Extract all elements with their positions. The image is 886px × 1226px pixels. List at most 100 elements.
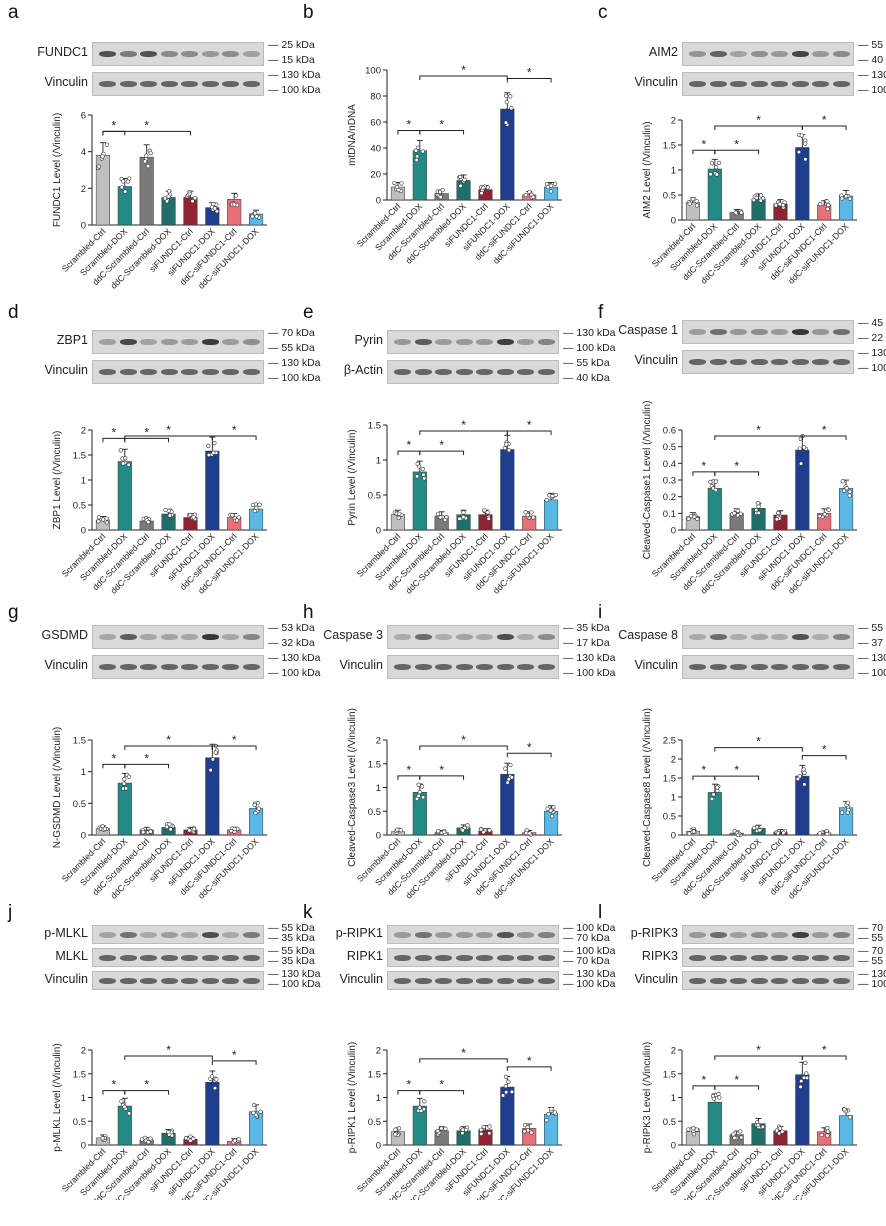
blot-band xyxy=(160,81,178,87)
data-point xyxy=(208,768,213,773)
data-point xyxy=(417,790,422,795)
data-point xyxy=(443,517,448,522)
significance-star: * xyxy=(527,418,532,432)
blot-image xyxy=(92,655,264,679)
data-point xyxy=(121,179,126,184)
y-tick-label: 4 xyxy=(81,147,86,158)
y-tick-label: 0 xyxy=(81,831,86,842)
significance-star: * xyxy=(232,1048,237,1062)
data-point xyxy=(825,199,830,204)
y-axis-label: AIM2 Level (/Vinculin) xyxy=(642,121,653,218)
data-point xyxy=(804,1075,810,1081)
blot-band xyxy=(119,664,137,670)
blot-band xyxy=(160,977,178,984)
data-point xyxy=(101,517,106,522)
data-point xyxy=(478,827,484,832)
data-point xyxy=(544,1118,549,1123)
data-point xyxy=(825,1125,830,1131)
data-point xyxy=(420,149,425,154)
y-tick-label: 80 xyxy=(370,92,381,103)
kda-marker: — 130 kDa xyxy=(563,968,616,980)
significance-star: * xyxy=(439,763,444,777)
data-point xyxy=(436,829,441,834)
blot-band xyxy=(812,81,829,87)
kda-marker: — 100 kDa xyxy=(563,922,616,934)
data-point xyxy=(212,1086,218,1091)
data-point xyxy=(523,510,528,515)
significance-bracket xyxy=(801,125,847,130)
blot-band xyxy=(812,954,829,961)
data-point xyxy=(691,1131,696,1137)
blot-image xyxy=(387,360,559,384)
y-tick-label: 2 xyxy=(81,1046,86,1057)
blot-image xyxy=(92,948,264,967)
data-point xyxy=(414,474,420,479)
blot-label: p-RIPK3 xyxy=(630,925,678,940)
data-point xyxy=(713,487,718,493)
data-point xyxy=(413,148,418,153)
blot-band xyxy=(537,977,555,984)
data-point xyxy=(213,750,218,755)
blot-band xyxy=(791,954,809,961)
y-tick-label: 1 xyxy=(81,476,86,487)
data-point xyxy=(104,142,110,147)
data-point xyxy=(211,201,216,207)
data-point xyxy=(148,1136,153,1141)
blot-band xyxy=(181,977,198,984)
kda-marker: — 40 kDa xyxy=(563,372,610,384)
significance-star: * xyxy=(407,763,412,777)
blot-band xyxy=(242,81,260,87)
blot-band xyxy=(160,931,178,938)
blot-band xyxy=(455,369,473,375)
data-point xyxy=(257,502,262,507)
data-point xyxy=(479,190,484,196)
data-point xyxy=(126,774,132,779)
blot-band xyxy=(832,51,850,57)
blot-label: RIPK1 xyxy=(346,948,383,963)
blot-band xyxy=(709,931,727,938)
panel-label: h xyxy=(303,602,314,623)
significance-bracket xyxy=(211,745,257,750)
data-point xyxy=(481,1124,486,1130)
data-point xyxy=(146,520,151,525)
data-point xyxy=(125,179,130,184)
significance-star: * xyxy=(702,137,707,151)
bar xyxy=(205,450,220,531)
blot-band xyxy=(119,51,137,57)
data-point xyxy=(122,777,127,782)
data-point xyxy=(708,172,713,177)
blot-image xyxy=(92,625,264,649)
kda-marker: — 70 kDa xyxy=(268,327,315,339)
significance-bracket xyxy=(714,149,760,155)
y-tick-label: 1 xyxy=(376,456,381,467)
data-point xyxy=(531,515,536,520)
blot-band xyxy=(99,51,116,57)
blot-label: p-MLKL xyxy=(44,925,88,940)
data-point xyxy=(192,195,198,201)
blot-band xyxy=(201,369,219,375)
blot-label: Vinculin xyxy=(44,363,88,377)
data-point xyxy=(529,1130,534,1135)
kda-marker: — 70 kDa xyxy=(563,955,610,967)
data-point xyxy=(416,782,421,787)
data-point xyxy=(739,210,744,215)
y-tick-label: 0 xyxy=(81,221,86,232)
data-point xyxy=(801,445,807,450)
significance-star: * xyxy=(527,1054,532,1068)
significance-bracket xyxy=(801,435,847,440)
data-point xyxy=(191,1136,196,1141)
blot-band xyxy=(242,977,260,984)
data-point xyxy=(824,828,829,834)
blot-band xyxy=(414,954,432,961)
data-point xyxy=(210,757,215,762)
y-tick-label: 1.5 xyxy=(73,451,86,462)
data-point xyxy=(691,1126,696,1131)
significance-bracket xyxy=(419,129,465,135)
significance-star: * xyxy=(232,423,237,437)
bar xyxy=(117,461,132,531)
blot-band xyxy=(517,664,534,670)
data-point xyxy=(553,492,558,498)
panel-label: g xyxy=(8,602,19,623)
blot-label: Vinculin xyxy=(339,971,383,986)
blot-band xyxy=(201,664,219,670)
